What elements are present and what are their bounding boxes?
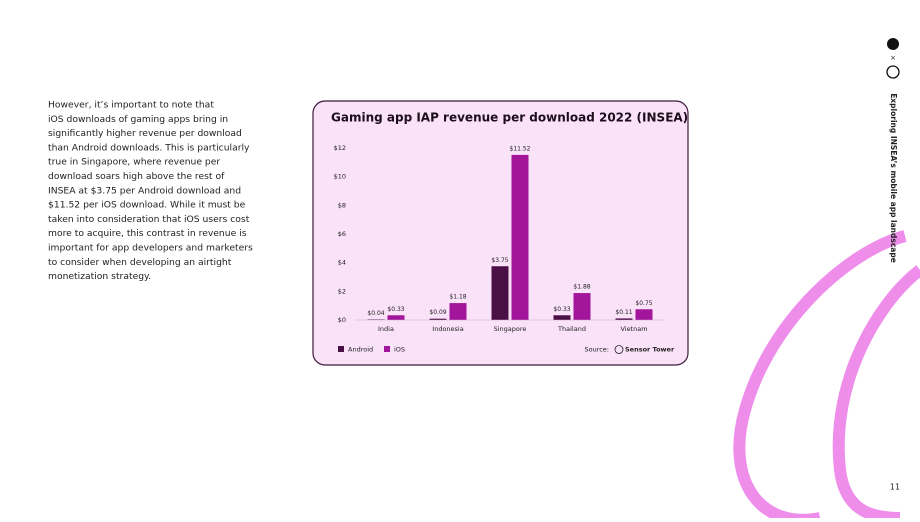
logo <box>886 65 900 79</box>
value-label: $0.33 <box>553 306 570 313</box>
x-tick-label: Vietnam <box>620 325 647 333</box>
side-title: Exploring INSEA’s mobile app landscape <box>889 93 898 263</box>
bar <box>449 303 467 320</box>
body-line: taken into consideration that iOS users … <box>48 214 250 225</box>
value-label: $0.33 <box>387 306 404 313</box>
chart-panel <box>312 100 689 366</box>
logo-separator: × <box>890 54 896 62</box>
bar <box>615 318 633 320</box>
value-label: $0.75 <box>635 300 652 307</box>
body-line: iOS downloads of gaming apps bring in <box>48 114 228 125</box>
value-label: $1.88 <box>573 284 590 291</box>
decor-swirl <box>733 230 907 522</box>
body-line: download soars high above the rest of <box>48 171 225 182</box>
value-label: $0.11 <box>615 309 632 316</box>
value-label: $0.04 <box>367 310 384 317</box>
legend-label: iOS <box>394 346 405 354</box>
bar <box>553 315 571 320</box>
source-label: Source: <box>584 346 609 354</box>
value-label: $1.18 <box>449 294 466 301</box>
y-tick-label: $0 <box>338 316 346 324</box>
body-line: than Android downloads. This is particul… <box>48 142 250 153</box>
source-logo <box>614 345 624 354</box>
bar <box>429 318 447 320</box>
body-line: to consider when developing an airtight <box>48 257 232 268</box>
body-line: INSEA at $3.75 per Android download and <box>48 185 241 196</box>
bar <box>635 309 653 320</box>
y-tick-label: $10 <box>334 173 346 181</box>
y-tick-label: $12 <box>334 144 346 152</box>
y-tick-label: $2 <box>338 287 346 295</box>
x-tick-label: Singapore <box>494 325 527 333</box>
page-number: 11 <box>890 483 900 492</box>
body-line: significantly higher revenue per downloa… <box>48 128 242 139</box>
bar <box>511 154 529 320</box>
body-line: more to acquire, this contrast in revenu… <box>48 228 247 239</box>
bar <box>573 293 591 320</box>
legend-swatch <box>384 346 390 352</box>
x-tick-label: Thailand <box>557 325 586 333</box>
body-line: However, it’s important to note that <box>48 100 214 111</box>
x-tick-label: India <box>378 325 394 333</box>
body-line: important for app developers and markete… <box>48 243 253 254</box>
bar <box>387 315 405 320</box>
logo <box>887 38 899 50</box>
source-name: Sensor Tower <box>625 346 675 354</box>
body-line: $11.52 per iOS download. While it must b… <box>48 200 246 211</box>
value-label: $0.09 <box>429 309 446 316</box>
x-tick-label: Indonesia <box>432 325 463 333</box>
body-line: true in Singapore, where revenue per <box>48 157 220 168</box>
bar <box>491 266 509 320</box>
legend-swatch <box>338 346 344 352</box>
body-line: monetization strategy. <box>48 271 151 282</box>
y-tick-label: $6 <box>338 230 346 238</box>
legend-label: Android <box>348 346 373 354</box>
y-tick-label: $8 <box>338 201 346 209</box>
value-label: $11.52 <box>510 145 531 152</box>
y-tick-label: $4 <box>338 259 346 267</box>
decor-swirl <box>832 265 920 522</box>
value-label: $3.75 <box>491 257 508 264</box>
chart-title: Gaming app IAP revenue per download 2022… <box>331 111 688 125</box>
